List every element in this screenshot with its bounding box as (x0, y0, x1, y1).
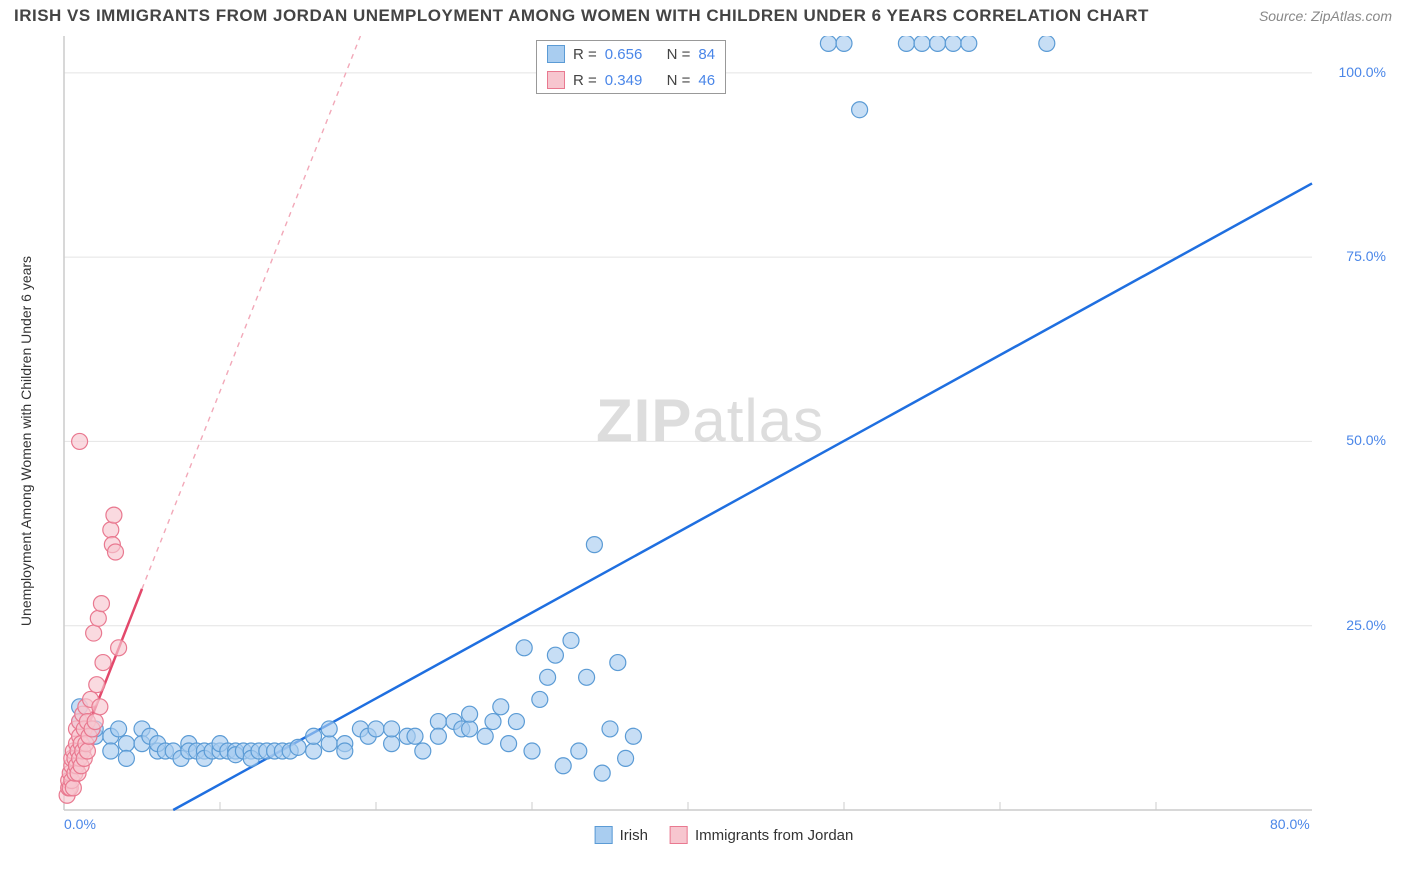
legend-item: Irish (595, 826, 648, 844)
y-tick-label: 25.0% (1346, 617, 1386, 633)
chart-area: Unemployment Among Women with Children U… (56, 36, 1392, 846)
legend-swatch (595, 826, 613, 844)
scatter-plot (56, 36, 1392, 846)
source-attribution: Source: ZipAtlas.com (1259, 8, 1392, 24)
y-tick-label: 50.0% (1346, 432, 1386, 448)
r-label: R = (573, 72, 597, 89)
legend-item: Immigrants from Jordan (670, 826, 853, 844)
n-value: 84 (698, 46, 715, 63)
legend-label: Irish (620, 827, 648, 844)
y-axis-label: Unemployment Among Women with Children U… (18, 256, 34, 626)
x-tick-label: 80.0% (1270, 816, 1310, 832)
legend-label: Immigrants from Jordan (695, 827, 853, 844)
series-swatch (547, 71, 565, 89)
chart-header: IRISH VS IMMIGRANTS FROM JORDAN UNEMPLOY… (14, 6, 1392, 26)
stats-row: R = 0.349 N = 46 (537, 67, 725, 93)
n-value: 46 (698, 72, 715, 89)
legend-swatch (670, 826, 688, 844)
y-tick-label: 100.0% (1339, 64, 1386, 80)
r-value: 0.656 (605, 46, 643, 63)
n-label: N = (667, 72, 691, 89)
x-tick-label: 0.0% (64, 816, 96, 832)
n-label: N = (667, 46, 691, 63)
series-legend: Irish Immigrants from Jordan (595, 826, 854, 844)
stats-row: R = 0.656 N = 84 (537, 41, 725, 67)
y-tick-label: 75.0% (1346, 248, 1386, 264)
source-name: ZipAtlas.com (1311, 8, 1392, 24)
correlation-stats-box: R = 0.656 N = 84R = 0.349 N = 46 (536, 40, 726, 94)
r-label: R = (573, 46, 597, 63)
r-value: 0.349 (605, 72, 643, 89)
chart-title: IRISH VS IMMIGRANTS FROM JORDAN UNEMPLOY… (14, 6, 1149, 26)
series-swatch (547, 45, 565, 63)
source-prefix: Source: (1259, 8, 1311, 24)
